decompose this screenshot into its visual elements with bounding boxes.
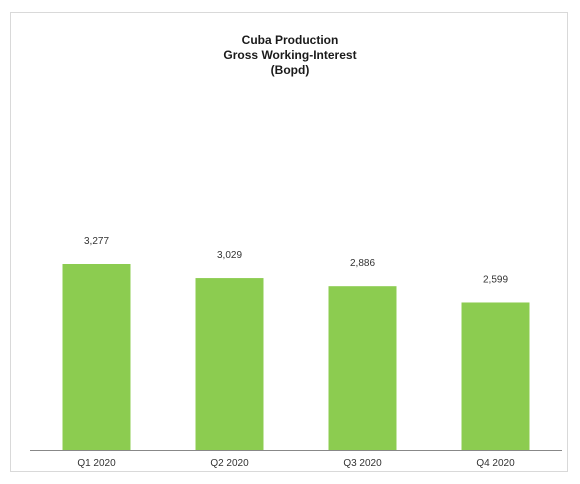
chart-title-line-2: Gross Working-Interest (223, 48, 357, 62)
bar-q2-2020 (195, 278, 264, 450)
bar-q4-2020 (461, 302, 530, 450)
data-label-1: 3,277 (84, 236, 109, 247)
chart-title-line-1: Cuba Production (241, 33, 339, 47)
data-label-4: 2,599 (483, 274, 508, 285)
x-tick-label-1: Q1 2020 (77, 458, 116, 469)
data-label-2: 3,029 (217, 250, 242, 261)
chart-title: Cuba Production Gross Working-Interest (… (11, 33, 569, 78)
x-tick-label-4: Q4 2020 (476, 458, 515, 469)
x-tick-label-2: Q2 2020 (210, 458, 249, 469)
chart-title-line-3: (Bopd) (270, 63, 310, 77)
data-label-3: 2,886 (350, 258, 375, 269)
x-tick-label-3: Q3 2020 (343, 458, 382, 469)
bar-q1-2020 (62, 264, 131, 450)
bar-q3-2020 (328, 286, 397, 450)
